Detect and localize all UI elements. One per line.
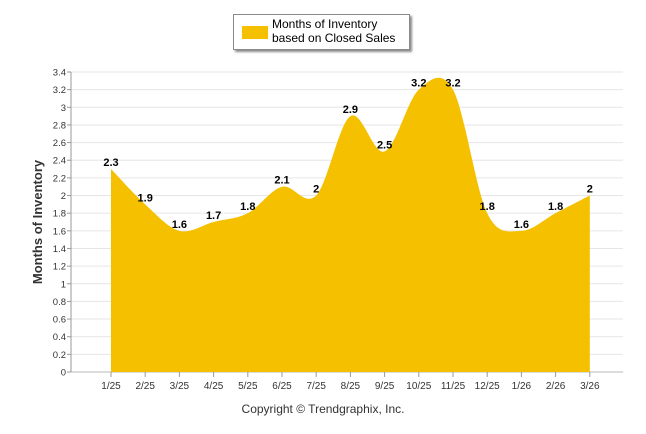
y-tick-label: 3	[61, 103, 66, 114]
data-label: 2.3	[103, 157, 118, 169]
x-tick-label: 11/25	[441, 381, 466, 392]
y-tick-label: 3.4	[53, 68, 66, 79]
data-label: 2.9	[343, 104, 358, 116]
x-tick-label: 12/25	[475, 381, 500, 392]
data-label: 3.2	[411, 78, 426, 90]
x-tick-label: 10/25	[406, 381, 431, 392]
x-tick-label: 7/25	[306, 381, 326, 392]
x-tick-label: 2/25	[135, 381, 155, 392]
x-tick-label: 3/25	[170, 381, 190, 392]
y-axis-title: Months of Inventory	[30, 159, 45, 284]
y-tick-label: 0.2	[53, 350, 66, 361]
data-label: 2.5	[377, 139, 392, 151]
x-tick-label: 2/26	[546, 381, 566, 392]
y-tick-label: 0.6	[53, 315, 66, 326]
x-tick-label: 1/25	[101, 381, 121, 392]
x-tick-label: 6/25	[272, 381, 292, 392]
legend-label: Months of Inventory based on Closed Sale…	[272, 17, 396, 45]
data-label: 1.8	[240, 201, 255, 213]
x-tick-label: 3/26	[580, 381, 600, 392]
data-label: 2.1	[274, 175, 289, 187]
data-label: 2	[587, 184, 593, 196]
y-tick-label: 1.2	[53, 262, 66, 273]
copyright-text: Copyright © Trendgraphix, Inc.	[241, 402, 405, 416]
y-tick-label: 2.4	[53, 156, 66, 167]
x-tick-label: 4/25	[204, 381, 224, 392]
data-label: 1.7	[206, 210, 221, 222]
x-tick-label: 5/25	[238, 381, 258, 392]
y-tick-label: 0	[61, 368, 66, 379]
y-tick-label: 2.2	[53, 173, 66, 184]
y-tick-label: 1.4	[53, 244, 66, 255]
y-tick-label: 3.2	[53, 85, 66, 96]
data-label: 1.6	[172, 219, 187, 231]
x-tick-label: 8/25	[341, 381, 361, 392]
y-tick-label: 1.8	[53, 209, 66, 220]
data-label: 1.8	[548, 201, 563, 213]
y-tick-label: 1.6	[53, 226, 66, 237]
data-label: 1.9	[138, 192, 153, 204]
y-tick-label: 0.8	[53, 297, 66, 308]
x-tick-label: 1/26	[512, 381, 532, 392]
data-label: 3.2	[445, 78, 460, 90]
legend-swatch	[242, 26, 268, 39]
y-tick-label: 2	[61, 191, 66, 202]
data-label: 1.8	[480, 201, 495, 213]
x-tick-label: 9/25	[375, 381, 395, 392]
area-series	[111, 77, 590, 372]
y-tick-label: 1	[61, 279, 66, 290]
legend: Months of Inventory based on Closed Sale…	[233, 14, 410, 50]
data-label: 1.6	[514, 219, 529, 231]
y-tick-label: 2.6	[53, 138, 66, 149]
y-tick-label: 0.4	[53, 332, 66, 343]
y-tick-label: 2.8	[53, 120, 66, 131]
data-label: 2	[313, 184, 319, 196]
